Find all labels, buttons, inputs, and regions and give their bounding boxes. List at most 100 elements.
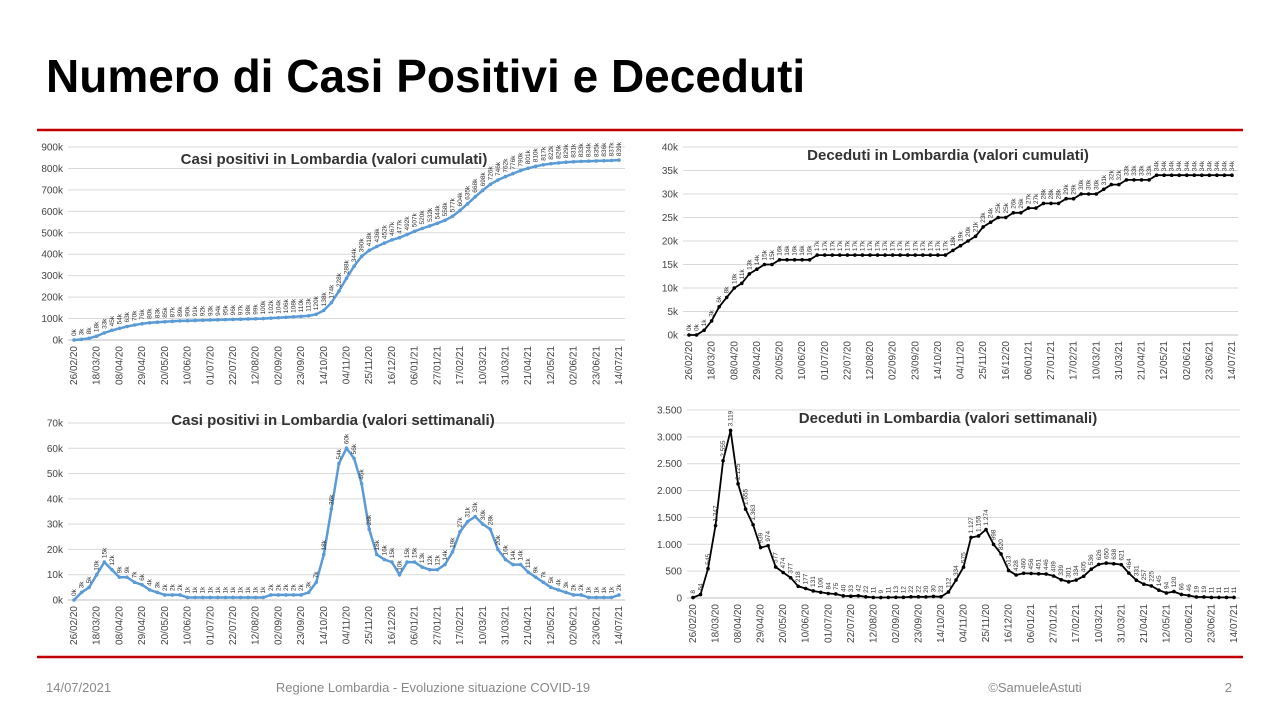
x-tick-label: 31/03/21 — [1114, 341, 1125, 380]
data-label: 84 — [825, 582, 832, 590]
data-label: 15k — [101, 547, 108, 558]
data-label: 22 — [863, 585, 870, 593]
data-point — [1202, 595, 1206, 599]
x-tick-label: 26/02/20 — [69, 606, 80, 645]
data-label: 22 — [915, 585, 922, 593]
data-point — [1162, 173, 1166, 177]
y-tick-label: 3.000 — [657, 432, 682, 443]
data-label: 428 — [1013, 560, 1020, 571]
data-label: 5k — [548, 576, 555, 584]
data-point — [306, 590, 311, 595]
data-label: 726k — [487, 165, 494, 180]
data-label: 29k — [1063, 183, 1070, 194]
data-label: 0k — [686, 323, 693, 331]
data-label: 558k — [442, 201, 449, 216]
data-label: 839k — [616, 141, 623, 156]
data-label: 34k — [1161, 160, 1168, 171]
data-point — [856, 593, 861, 598]
data-point — [571, 593, 576, 597]
data-point — [291, 315, 296, 319]
data-point — [276, 315, 281, 320]
x-tick-label: 06/01/21 — [1026, 604, 1037, 643]
data-label: 2k — [298, 583, 305, 591]
x-tick-label: 02/09/20 — [888, 341, 899, 380]
x-tick-label: 04/11/20 — [342, 346, 353, 385]
chart-title: Casi positivi in Lombardia (valori setti… — [171, 412, 494, 429]
data-label: 2k — [291, 583, 298, 591]
data-point — [511, 562, 515, 567]
data-point — [344, 446, 349, 451]
data-point — [579, 593, 583, 597]
data-label: 31k — [1101, 174, 1108, 185]
data-label: 100k — [260, 300, 267, 315]
data-label: 2k — [571, 583, 578, 591]
y-tick-label: 60k — [47, 444, 64, 455]
data-point — [367, 527, 372, 531]
y-tick-label: 2.500 — [657, 459, 682, 470]
data-point — [511, 171, 515, 176]
data-point — [427, 224, 432, 228]
data-point — [87, 585, 91, 590]
data-label: 31k — [465, 506, 472, 517]
data-label: 11 — [1223, 586, 1230, 593]
data-label: 17k — [814, 240, 821, 251]
data-point — [496, 547, 500, 552]
data-label: 13k — [746, 259, 753, 270]
data-point — [147, 321, 152, 325]
data-point — [284, 315, 288, 320]
x-tick-label: 23/06/21 — [591, 606, 602, 645]
chart-title: Casi positivi in Lombardia (valori cumul… — [181, 151, 488, 168]
data-label: 34k — [1229, 160, 1236, 171]
data-point — [208, 595, 213, 600]
data-point — [405, 232, 409, 237]
x-tick-label: 23/06/21 — [591, 346, 602, 385]
data-point — [412, 560, 417, 564]
data-label: 822k — [548, 145, 555, 160]
data-label: 1.155 — [976, 515, 983, 532]
x-tick-label: 27/01/21 — [1049, 604, 1060, 643]
data-label: 102k — [268, 299, 275, 314]
x-tick-label: 22/07/20 — [228, 606, 239, 645]
data-label: 18k — [374, 539, 381, 550]
data-label: 106k — [283, 298, 290, 313]
data-label: 6k — [139, 573, 146, 581]
data-label: 405 — [1081, 561, 1088, 572]
data-point — [503, 557, 508, 562]
data-label: 70k — [132, 310, 139, 321]
data-label: 668k — [472, 178, 479, 193]
x-tick-label: 27/01/21 — [1046, 341, 1057, 380]
data-point — [1056, 201, 1061, 206]
data-label: 9k — [533, 566, 540, 574]
y-tick-label: 400k — [41, 250, 64, 261]
data-point — [969, 535, 973, 540]
data-point — [833, 592, 838, 596]
data-label: 833k — [578, 143, 585, 158]
data-label: 120 — [1171, 576, 1178, 587]
data-label: 94 — [1163, 581, 1170, 589]
data-label: 11 — [1216, 586, 1223, 593]
data-point — [905, 253, 910, 257]
data-point — [916, 595, 921, 599]
data-point — [299, 593, 303, 597]
data-point — [1230, 173, 1234, 177]
data-point — [803, 586, 808, 591]
x-tick-label: 26/02/20 — [684, 341, 695, 380]
data-label: 85k — [162, 307, 169, 318]
data-point — [178, 319, 182, 323]
x-tick-label: 21/04/21 — [1139, 604, 1150, 643]
data-point — [117, 326, 122, 331]
data-point — [405, 560, 409, 564]
data-label: 1k — [222, 586, 229, 594]
data-label: 16k — [807, 245, 814, 256]
x-tick-label: 31/03/21 — [500, 606, 511, 645]
data-label: 790k — [518, 152, 525, 167]
data-point — [193, 595, 197, 600]
data-label: 452k — [381, 224, 388, 239]
data-label: 0k — [694, 323, 701, 331]
data-label: 1k — [601, 586, 608, 594]
data-label: 28k — [1040, 188, 1047, 199]
data-label: 390k — [359, 238, 366, 253]
data-point — [541, 580, 546, 585]
data-label: 23 — [938, 585, 945, 593]
data-point — [609, 595, 614, 600]
